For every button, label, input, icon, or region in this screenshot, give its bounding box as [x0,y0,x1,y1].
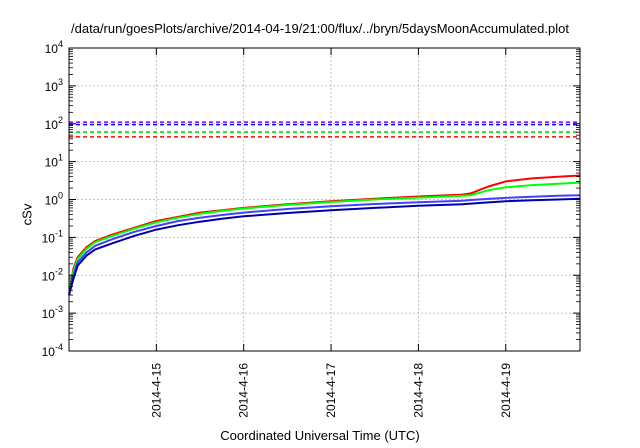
x-tick-label: 2014-4-19 [499,363,513,418]
y-tick-exponent: -1 [55,228,63,238]
x-tick-label: 2014-4-18 [411,363,425,418]
series-line [68,197,581,296]
y-tick-label: 10-3 [42,304,63,321]
y-tick-label: 103 [45,77,63,94]
y-tick-label: 10-4 [42,342,63,359]
y-tick-exponent: -2 [55,266,63,276]
y-tick-label: 10-2 [42,266,63,283]
x-tick-label: 2014-4-17 [324,363,338,418]
series-line [68,194,581,296]
y-tick-label: 104 [45,39,63,56]
y-tick-label: 101 [45,153,63,170]
y-tick-exponent: 1 [58,153,63,163]
y-tick-label: 102 [45,115,63,132]
series-line [68,174,581,296]
y-tick-label: 10-1 [42,228,63,245]
y-tick-exponent: -3 [55,304,63,314]
series-line [68,181,581,296]
y-tick-exponent: 4 [58,39,63,49]
threshold-layer [69,121,580,138]
tick-layer: 10-410-310-210-11001011021031042014-4-15… [42,39,580,418]
grid-layer [69,48,580,351]
y-tick-exponent: 2 [58,115,63,125]
x-axis-label: Coordinated Universal Time (UTC) [220,428,420,443]
chart-title: /data/run/goesPlots/archive/2014-04-19/2… [71,21,569,36]
x-tick-label: 2014-4-16 [237,363,251,418]
x-tick-label: 2014-4-15 [149,363,163,418]
y-tick-exponent: -4 [55,342,63,352]
y-tick-exponent: 3 [58,77,63,87]
y-tick-exponent: 0 [58,191,63,201]
series-layer [68,174,581,296]
y-tick-label: 100 [45,191,63,208]
